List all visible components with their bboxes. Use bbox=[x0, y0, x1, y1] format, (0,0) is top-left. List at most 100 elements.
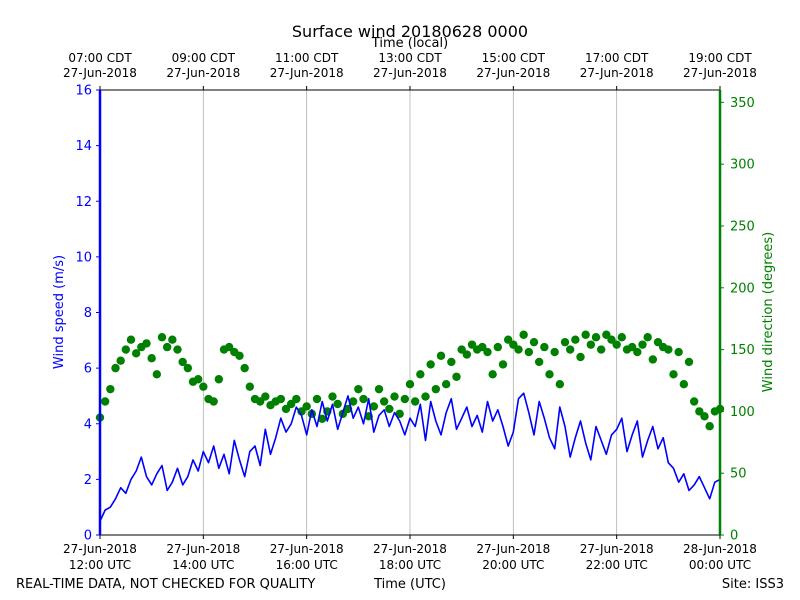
wind-direction-point bbox=[302, 402, 311, 411]
top-tick-date: 27-Jun-2018 bbox=[373, 66, 447, 80]
wind-direction-point bbox=[395, 409, 404, 419]
left-tick-label: 0 bbox=[84, 529, 92, 544]
wind-direction-point bbox=[240, 363, 249, 373]
top-tick-time: 19:00 CDT bbox=[688, 51, 752, 65]
top-tick-time: 17:00 CDT bbox=[585, 51, 649, 65]
wind-direction-point bbox=[126, 335, 136, 344]
wind-direction-point bbox=[462, 350, 472, 359]
wind-direction-point bbox=[493, 342, 503, 352]
bottom-tick-date: 27-Jun-2018 bbox=[476, 542, 550, 556]
wind-direction-point bbox=[524, 347, 534, 357]
site-label: Site: ISS3 bbox=[722, 577, 784, 592]
bottom-tick-time: 00:00 UTC bbox=[689, 558, 751, 572]
wind-direction-point bbox=[545, 370, 554, 379]
top-tick-date: 27-Jun-2018 bbox=[63, 66, 137, 80]
top-tick-time: 13:00 CDT bbox=[378, 51, 442, 65]
wind-direction-point bbox=[193, 375, 203, 384]
wind-direction-point bbox=[488, 370, 497, 379]
wind-direction-point bbox=[116, 356, 125, 365]
right-tick-label: 200 bbox=[730, 281, 755, 296]
wind-direction-point bbox=[152, 370, 162, 379]
wind-direction-point bbox=[612, 340, 621, 349]
right-tick-label: 350 bbox=[730, 96, 755, 111]
wind-direction-point bbox=[550, 347, 559, 357]
wind-direction-point bbox=[596, 345, 606, 354]
wind-direction-point bbox=[581, 330, 590, 339]
wind-direction-point bbox=[121, 345, 131, 354]
wind-direction-point bbox=[199, 382, 208, 391]
wind-direction-point bbox=[261, 392, 270, 401]
wind-direction-point bbox=[173, 345, 182, 354]
bottom-tick-date: 27-Jun-2018 bbox=[270, 542, 344, 556]
bottom-tick-date: 27-Jun-2018 bbox=[166, 542, 240, 556]
wind-direction-point bbox=[333, 399, 342, 409]
chart-title: Surface wind 20180628 0000 bbox=[292, 22, 528, 41]
top-tick-date: 27-Jun-2018 bbox=[270, 66, 344, 80]
top-tick-time: 07:00 CDT bbox=[68, 51, 132, 65]
wind-speed-series bbox=[99, 392, 721, 522]
right-axis-label: Wind direction (degrees) bbox=[761, 232, 776, 392]
wind-direction-point bbox=[447, 357, 456, 367]
wind-direction-point bbox=[162, 342, 172, 352]
wind-direction-point bbox=[131, 349, 141, 358]
wind-direction-point bbox=[354, 384, 363, 394]
bottom-axis-label: Time (UTC) bbox=[373, 577, 446, 592]
wind-direction-point bbox=[235, 351, 244, 360]
wind-direction-point bbox=[586, 340, 596, 349]
bottom-tick-time: 20:00 UTC bbox=[482, 558, 544, 572]
wind-direction-point bbox=[405, 379, 415, 389]
right-tick-label: 150 bbox=[730, 343, 755, 358]
wind-direction-point bbox=[571, 335, 580, 344]
wind-direction-point bbox=[168, 335, 177, 344]
bottom-tick-time: 22:00 UTC bbox=[586, 558, 648, 572]
bottom-tick-time: 12:00 UTC bbox=[69, 558, 131, 572]
wind-direction-point bbox=[245, 382, 255, 391]
wind-direction-point bbox=[565, 345, 575, 354]
wind-direction-point bbox=[359, 394, 368, 404]
wind-direction-point bbox=[292, 394, 301, 404]
left-tick-label: 2 bbox=[84, 473, 92, 488]
wind-direction-point bbox=[317, 414, 327, 424]
left-tick-label: 4 bbox=[84, 417, 92, 432]
bottom-tick-date: 27-Jun-2018 bbox=[580, 542, 654, 556]
wind-direction-point bbox=[410, 397, 420, 406]
left-tick-label: 6 bbox=[84, 362, 92, 377]
left-tick-label: 8 bbox=[84, 306, 92, 321]
wind-direction-point bbox=[421, 392, 430, 401]
left-tick-label: 16 bbox=[75, 84, 92, 99]
wind-direction-point bbox=[591, 333, 601, 342]
wind-direction-point bbox=[705, 422, 714, 431]
wind-direction-point bbox=[617, 333, 627, 342]
wind-direction-point bbox=[689, 397, 699, 406]
wind-direction-point bbox=[700, 412, 709, 421]
wind-direction-point bbox=[312, 394, 322, 404]
wind-direction-point bbox=[369, 402, 379, 411]
wind-direction-point bbox=[555, 379, 565, 389]
bottom-tick-date: 27-Jun-2018 bbox=[63, 542, 137, 556]
wind-direction-point bbox=[157, 333, 167, 342]
top-tick-time: 09:00 CDT bbox=[172, 51, 236, 65]
top-tick-time: 15:00 CDT bbox=[482, 51, 546, 65]
wind-direction-series bbox=[95, 330, 725, 431]
left-tick-label: 14 bbox=[75, 139, 92, 154]
wind-direction-point bbox=[178, 357, 187, 367]
wind-direction-point bbox=[498, 360, 508, 369]
top-tick-date: 27-Jun-2018 bbox=[683, 66, 757, 80]
left-axis-ticks: 0 2 4 6 8 10 12 14 16 bbox=[75, 84, 100, 544]
right-tick-label: 50 bbox=[730, 467, 747, 482]
wind-direction-point bbox=[426, 360, 435, 369]
wind-direction-point bbox=[679, 379, 689, 389]
wind-direction-point bbox=[183, 363, 193, 373]
right-tick-label: 250 bbox=[730, 219, 755, 234]
wind-direction-point bbox=[209, 397, 218, 406]
wind-direction-point bbox=[431, 384, 441, 394]
quality-disclaimer: REAL-TIME DATA, NOT CHECKED FOR QUALITY bbox=[16, 577, 315, 592]
top-tick-date: 27-Jun-2018 bbox=[476, 66, 550, 80]
wind-direction-point bbox=[529, 337, 539, 347]
bottom-tick-date: 27-Jun-2018 bbox=[373, 542, 447, 556]
wind-direction-point bbox=[674, 347, 683, 357]
wind-direction-point bbox=[684, 357, 694, 367]
wind-direction-point bbox=[390, 392, 399, 401]
wind-direction-point bbox=[648, 355, 658, 364]
